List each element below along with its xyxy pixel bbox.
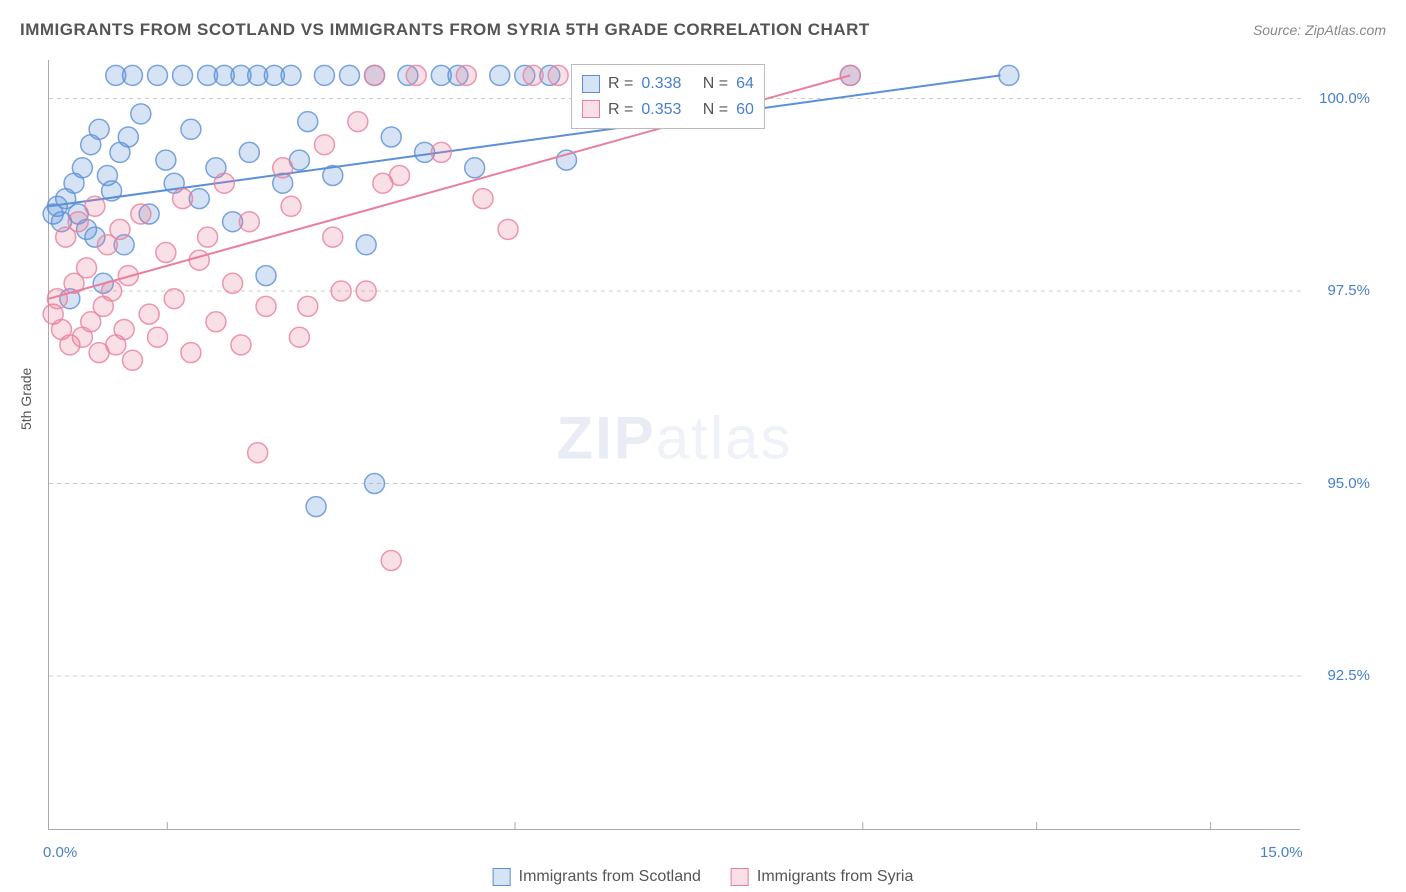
legend-r-label: R =	[608, 71, 633, 97]
legend-swatch	[582, 75, 600, 93]
legend-n-value: 60	[736, 97, 754, 123]
series-legend-item: Immigrants from Scotland	[493, 868, 701, 886]
legend-r-value: 0.353	[641, 97, 681, 123]
legend-n-label: N =	[689, 71, 728, 97]
legend-n-label: N =	[689, 97, 728, 123]
y-tick-label: 95.0%	[1327, 475, 1370, 492]
x-tick-label: 15.0%	[1260, 844, 1303, 861]
y-tick-label: 97.5%	[1327, 282, 1370, 299]
series-legend: Immigrants from Scotland Immigrants from …	[493, 868, 914, 886]
series-name: Immigrants from Scotland	[519, 868, 701, 886]
source-label: Source: ZipAtlas.com	[1253, 22, 1386, 38]
legend-swatch	[582, 100, 600, 118]
correlation-legend: R = 0.338 N = 64R = 0.353 N = 60	[571, 64, 765, 129]
legend-n-value: 64	[736, 71, 754, 97]
chart-svg	[49, 60, 1300, 829]
legend-r-label: R =	[608, 97, 633, 123]
y-axis-label: 5th Grade	[18, 368, 34, 430]
x-tick-label: 0.0%	[43, 844, 77, 861]
legend-row: R = 0.338 N = 64	[582, 71, 754, 97]
plot-area: ZIPatlas R = 0.338 N = 64R = 0.353 N = 6…	[48, 60, 1300, 830]
legend-swatch	[731, 868, 749, 886]
legend-r-value: 0.338	[641, 71, 681, 97]
legend-row: R = 0.353 N = 60	[582, 97, 754, 123]
legend-swatch	[493, 868, 511, 886]
y-tick-label: 92.5%	[1327, 667, 1370, 684]
series-name: Immigrants from Syria	[757, 868, 913, 886]
y-tick-label: 100.0%	[1319, 90, 1370, 107]
chart-title: IMMIGRANTS FROM SCOTLAND VS IMMIGRANTS F…	[20, 20, 870, 40]
series-legend-item: Immigrants from Syria	[731, 868, 913, 886]
